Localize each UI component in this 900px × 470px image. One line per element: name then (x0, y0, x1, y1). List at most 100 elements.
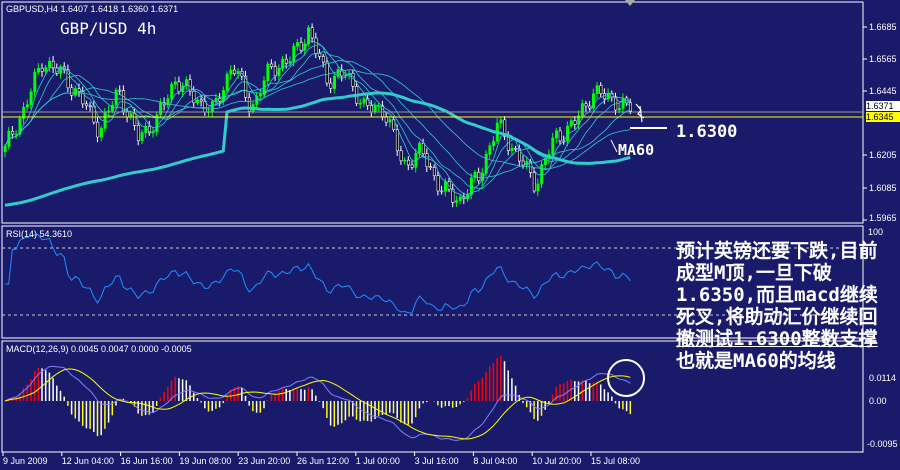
candle-body (429, 166, 433, 169)
candle-body (436, 175, 440, 192)
candle-body (236, 71, 240, 74)
candle-body (569, 120, 573, 127)
candle-body (503, 119, 507, 137)
candle-body (628, 102, 632, 112)
candle-body (554, 130, 558, 139)
note-line: 预计英镑还要下跌,目前 (676, 240, 878, 262)
macd-tick: 0.0114 (869, 373, 896, 383)
candle-body (532, 172, 536, 192)
time-tick: 3 Jul 16:00 (414, 456, 459, 466)
price-tick: 1.6085 (869, 183, 897, 193)
candle-body (181, 85, 185, 92)
candle-body (295, 42, 299, 47)
candle-body (81, 91, 85, 105)
candle-body (173, 81, 177, 85)
macd-panel-border (1, 340, 864, 453)
macd-cross-highlight (607, 359, 645, 397)
candle-body (421, 142, 425, 155)
candle-body (621, 97, 625, 109)
candle-body (410, 164, 414, 168)
candle-body (229, 69, 233, 75)
candle-body (588, 105, 592, 109)
candle-body (3, 146, 7, 153)
candle-body (114, 89, 118, 106)
candle-body (136, 125, 140, 142)
candle-body (395, 129, 399, 152)
candle-body (362, 98, 366, 104)
time-tick: 26 Jun 12:00 (297, 456, 350, 466)
candle-body (329, 82, 333, 89)
candle-body (99, 128, 103, 138)
candle-body (332, 75, 336, 89)
candle-body (111, 105, 115, 112)
candle-body (458, 196, 462, 201)
candle-body (29, 91, 33, 106)
support-level-label: 1.6300 (676, 122, 738, 142)
price-tick: 1.5965 (869, 213, 897, 223)
candle-body (284, 58, 288, 64)
rsi-line (5, 234, 631, 314)
candle-body (25, 104, 29, 108)
candle-body (85, 103, 89, 107)
note-line: 也就是MA60的均线 (676, 350, 836, 372)
ma-line-21 (4, 60, 631, 179)
candle-body (566, 125, 570, 142)
candle-body (469, 177, 473, 195)
candle-body (584, 103, 588, 107)
candle-body (77, 88, 81, 92)
time-tick: 23 Jun 20:00 (238, 456, 291, 466)
candle-body (140, 132, 144, 142)
candle-body (118, 89, 122, 92)
candle-body (551, 137, 555, 155)
macd-label: MACD(12,26,9) 0.0045 0.0047 0.0000 -0.00… (6, 344, 192, 354)
candle-body (170, 84, 174, 99)
candle-body (199, 99, 203, 102)
candle-body (514, 147, 518, 150)
candle-body (88, 105, 92, 108)
candle-body (233, 69, 237, 74)
candle-body (318, 53, 322, 57)
candle-body (218, 98, 222, 102)
candle-body (432, 166, 436, 176)
price-tick: 1.6445 (869, 86, 897, 96)
candle-body (148, 125, 152, 134)
candle-body (74, 88, 78, 96)
ma-line-13 (4, 51, 631, 190)
time-tick: 9 Jun 2009 (3, 456, 48, 466)
candle-body (595, 85, 599, 95)
candle-body (48, 60, 52, 68)
ma-line-5 (4, 40, 631, 200)
price-tick: 1.6565 (869, 54, 897, 64)
candle-body (373, 105, 377, 113)
down-arrow-icon (635, 103, 645, 123)
candle-body (310, 27, 314, 39)
chart-shift-marker-icon[interactable] (625, 0, 635, 6)
note-line: 1.6350,而且macd继续 (676, 284, 878, 306)
candle-body (388, 119, 392, 123)
candle-body (244, 75, 248, 98)
ma-line-8 (4, 44, 631, 195)
candle-body (521, 160, 525, 166)
ma60-label: MA60 (618, 141, 655, 159)
note-line: 撤测试1.6300整数支撑 (676, 328, 878, 350)
candle-body (103, 111, 107, 129)
candle-body (129, 113, 133, 118)
candle-body (214, 98, 218, 102)
note-line: 死叉,将助动汇价继续回 (676, 306, 878, 328)
candle-body (591, 93, 595, 109)
candle-body (418, 142, 422, 154)
time-tick: 12 Jun 04:00 (61, 456, 114, 466)
price-tick: 1.6685 (869, 22, 897, 32)
candle-body (299, 42, 303, 51)
time-tick: 1 Jul 00:00 (355, 456, 400, 466)
candle-body (403, 159, 407, 162)
note-line: 成型M顶,一旦下破 (676, 262, 832, 284)
macd-line (4, 365, 631, 441)
symbol-info: GBPUSD,H4 1.6407 1.6418 1.6360 1.6371 (6, 4, 179, 14)
candle-body (499, 119, 503, 124)
candle-body (617, 108, 621, 111)
candle-body (321, 56, 325, 63)
candle-body (258, 94, 262, 97)
candle-body (484, 153, 488, 174)
candle-body (18, 118, 22, 135)
